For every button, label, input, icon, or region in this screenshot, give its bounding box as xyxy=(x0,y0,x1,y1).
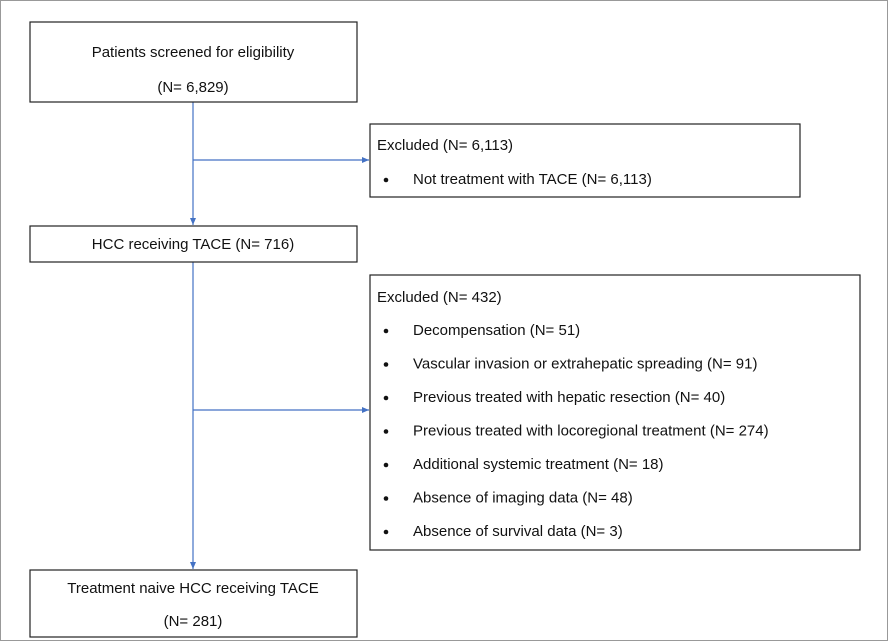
bullet xyxy=(383,395,389,401)
bullet xyxy=(383,529,389,535)
bullet xyxy=(383,462,389,468)
list-item: Not treatment with TACE (N= 6,113) xyxy=(413,171,652,188)
list-heading: Excluded (N= 432) xyxy=(377,289,502,306)
list-item: Decompensation (N= 51) xyxy=(413,322,580,339)
node-label: HCC receiving TACE (N= 716) xyxy=(92,236,294,253)
node-box xyxy=(29,225,358,263)
bullet xyxy=(383,362,389,367)
bullet xyxy=(383,496,389,501)
bullet xyxy=(383,177,389,183)
node-box xyxy=(369,123,801,198)
node-label: Treatment naive HCC receiving TACE xyxy=(67,580,318,597)
node-label: (N= 6,829) xyxy=(157,79,228,96)
bullet xyxy=(383,429,389,434)
node-box xyxy=(369,274,861,551)
list-item: Absence of imaging data (N= 48) xyxy=(413,489,633,506)
texts: Patients screened for eligibility (N= 6,8… xyxy=(67,44,768,630)
node-box xyxy=(29,569,358,638)
list-item: Additional systemic treatment (N= 18) xyxy=(413,456,664,473)
node-label: Patients screened for eligibility xyxy=(92,44,295,61)
list-item: Previous treated with locoregional treat… xyxy=(413,422,769,439)
list-item: Previous treated with hepatic resection … xyxy=(413,389,725,406)
list-item: Absence of survival data (N= 3) xyxy=(413,523,623,540)
list-heading: Excluded (N= 6,113) xyxy=(377,137,513,154)
node-label: (N= 281) xyxy=(164,613,223,630)
list-item: Vascular invasion or extrahepatic spread… xyxy=(413,355,758,372)
node-box xyxy=(29,21,358,103)
bullet xyxy=(383,328,389,334)
